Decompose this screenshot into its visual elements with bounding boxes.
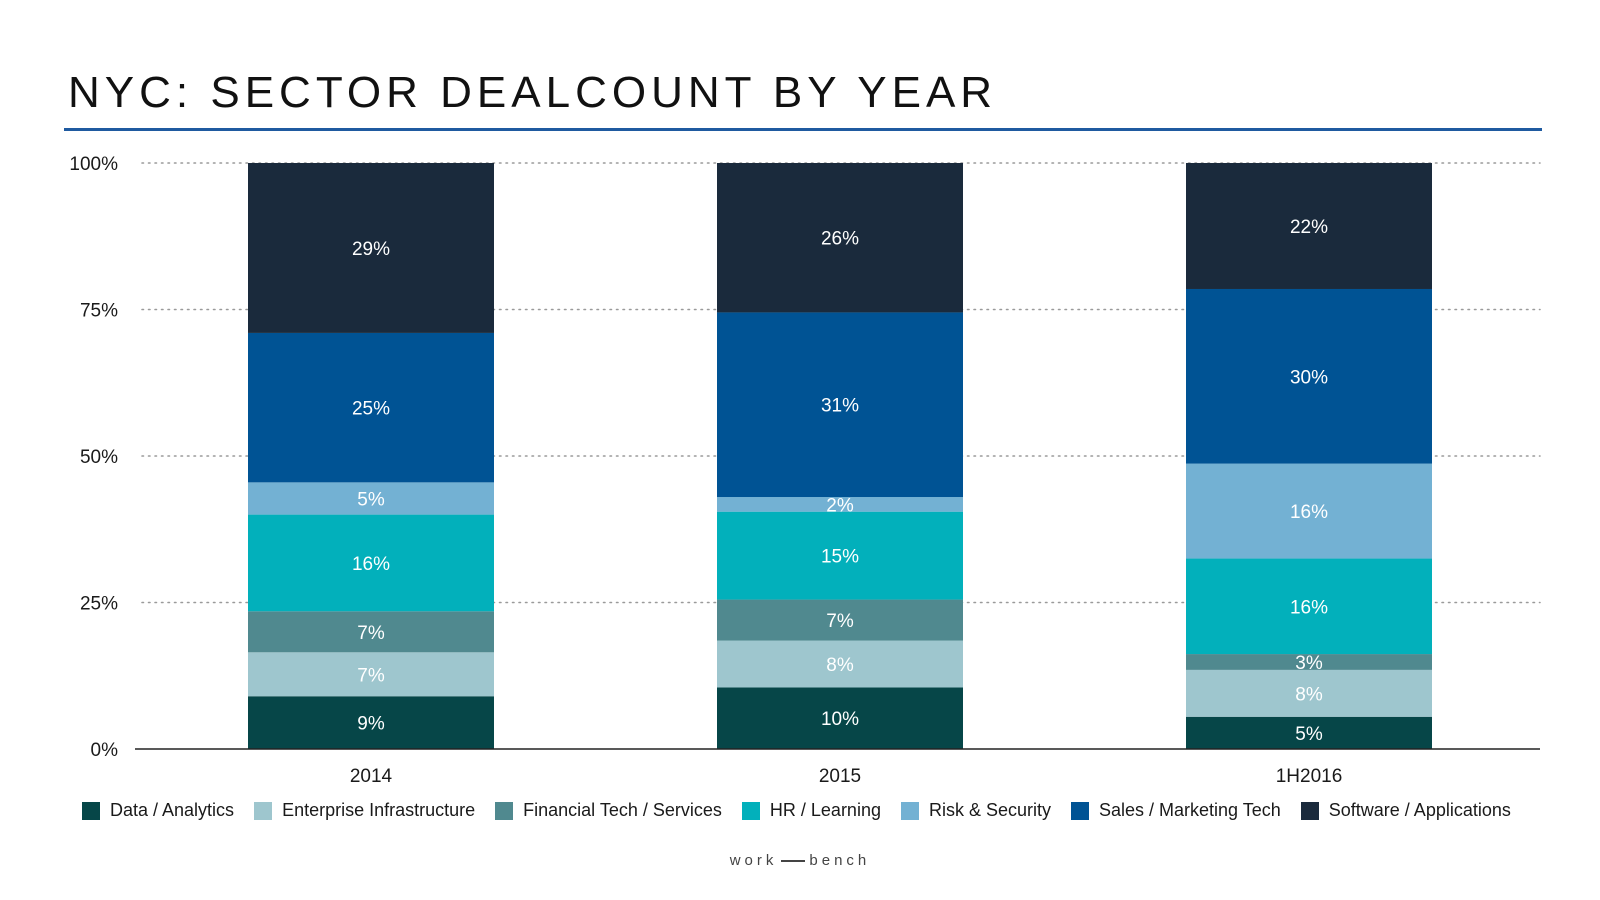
data-label: 3%	[1295, 653, 1323, 674]
logo-dash	[781, 860, 806, 863]
legend-item: Software / Applications	[1300, 800, 1511, 821]
bar-segment	[248, 696, 494, 749]
y-tick-label: 25%	[80, 594, 118, 615]
legend-swatch	[254, 801, 273, 820]
chart-title: NYC: SECTOR DEALCOUNT BY YEAR	[68, 68, 998, 117]
legend-item: Financial Tech / Services	[495, 800, 722, 821]
data-label: 5%	[357, 489, 385, 510]
bar-segment	[717, 640, 963, 688]
bar-segment	[1186, 463, 1432, 559]
data-label: 30%	[1290, 367, 1328, 388]
bar-segment	[717, 599, 963, 641]
x-tick-label: 1H2016	[1276, 766, 1343, 787]
workbench-logo: work bench	[0, 852, 1600, 869]
legend-swatch	[82, 801, 100, 820]
x-tick-label: 2015	[819, 766, 861, 787]
y-tick-label: 75%	[80, 301, 118, 322]
bar-segment	[717, 511, 963, 600]
legend-label: Sales / Marketing Tech	[1099, 800, 1281, 820]
legend-swatch	[741, 801, 760, 820]
legend-item: Sales / Marketing Tech	[1071, 800, 1281, 821]
data-label: 7%	[357, 623, 385, 644]
legend-label: Enterprise Infrastructure	[282, 800, 476, 820]
bar-segment	[248, 611, 494, 653]
legend-label: Risk & Security	[928, 800, 1051, 820]
y-tick-label: 100%	[69, 154, 118, 175]
bar-segment	[1186, 716, 1432, 749]
legend-item: Enterprise Infrastructure	[254, 800, 475, 821]
bar-segment	[1186, 288, 1432, 464]
legend-item: HR / Learning	[741, 800, 881, 821]
legend-item: Risk & Security	[900, 800, 1051, 821]
data-label: 25%	[352, 399, 390, 420]
logo-text-left: work	[729, 852, 778, 869]
legend-label: Financial Tech / Services	[523, 800, 722, 820]
y-tick-label: 0%	[91, 740, 119, 761]
legend-label: HR / Learning	[769, 800, 881, 820]
bar-segment	[1186, 669, 1432, 717]
bar-segment	[1186, 654, 1432, 670]
data-label: 29%	[352, 239, 390, 260]
data-label: 31%	[821, 396, 859, 417]
data-label: 22%	[1290, 217, 1328, 238]
title-underline	[64, 128, 1542, 131]
data-label: 26%	[821, 229, 859, 250]
bar-segment	[1186, 558, 1432, 655]
legend-swatch	[900, 801, 919, 820]
data-label: 10%	[821, 709, 859, 730]
data-label: 16%	[1290, 502, 1328, 523]
bar-segment	[717, 163, 963, 313]
bar-segment	[717, 497, 963, 512]
legend-label: Software / Applications	[1328, 800, 1511, 820]
data-label: 5%	[1295, 724, 1323, 745]
data-label: 16%	[352, 554, 390, 575]
legend-swatch	[1071, 801, 1089, 820]
chart-legend: Data / Analytics Enterprise Infrastructur…	[82, 800, 1531, 821]
logo-text-right: bench	[809, 852, 871, 869]
bar-segment	[1186, 163, 1432, 289]
bar-segment	[717, 687, 963, 749]
bar-segment	[717, 312, 963, 498]
data-label: 8%	[1295, 684, 1323, 705]
data-label: 9%	[357, 714, 385, 735]
bar-segment	[248, 652, 494, 697]
x-tick-label: 2014	[350, 766, 393, 787]
data-label: 15%	[821, 547, 859, 568]
bar-segment	[248, 514, 494, 612]
legend-swatch	[495, 801, 514, 820]
data-label: 2%	[826, 495, 854, 516]
legend-label: Data / Analytics	[110, 800, 235, 820]
y-tick-label: 50%	[80, 447, 118, 468]
data-label: 7%	[357, 665, 385, 686]
legend-item: Data / Analytics	[82, 800, 234, 821]
data-label: 16%	[1290, 597, 1328, 618]
bar-segment	[248, 482, 494, 515]
data-label: 7%	[826, 611, 854, 632]
legend-swatch	[1300, 801, 1319, 820]
bar-segment	[248, 332, 494, 483]
bar-segment	[248, 163, 494, 333]
data-label: 8%	[826, 655, 854, 676]
